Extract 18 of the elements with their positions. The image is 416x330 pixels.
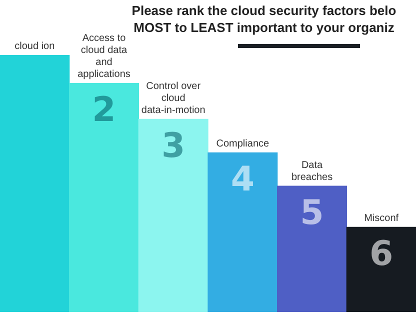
bar [138, 118, 208, 312]
bar [69, 82, 139, 312]
bar [346, 226, 416, 312]
annotation: 6 [369, 234, 394, 274]
x-tick-label: cloud ion [14, 40, 55, 52]
annotation: 5 [300, 192, 324, 233]
annotation: 4 [230, 159, 255, 200]
annotation: 3 [161, 126, 186, 166]
x-tick-label: Data breaches [291, 160, 333, 183]
chart-title: Please rank the cloud security factors belo MOST to LEAST important to your organiz [132, 3, 396, 35]
x-tick-label: Compliance [216, 138, 270, 150]
annotation: 2 [92, 90, 116, 130]
bar [208, 152, 278, 312]
x-tick-label: Control over cloud data-in-motion [141, 81, 206, 116]
x-tick-label: Misconf [364, 212, 399, 224]
bar [277, 186, 347, 312]
x-tick-label: Access to cloud data and applications [78, 33, 130, 80]
bar [0, 55, 70, 312]
